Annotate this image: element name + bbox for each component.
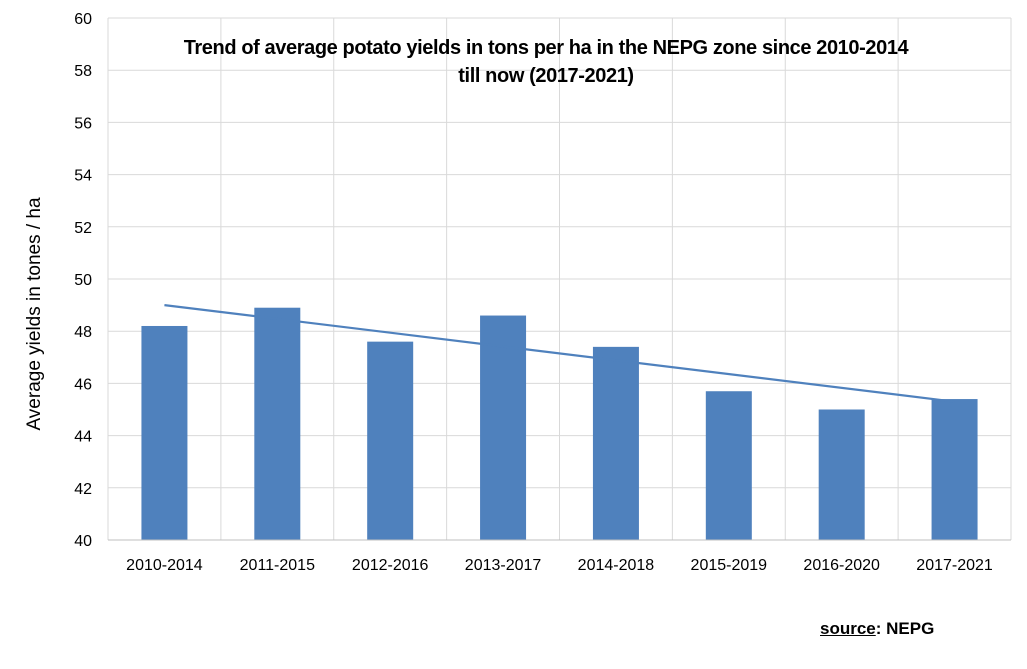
source-label: source [820,619,876,638]
x-tick-labels: 2010-2014 2011-2015 2012-2016 2013-2017 2014… [126,557,993,574]
bar [480,315,527,540]
y-tick-label: 44 [74,429,92,446]
bar [367,341,414,540]
x-tick-label: 2015-2019 [691,557,768,574]
x-tick-label: 2013-2017 [465,557,542,574]
bar [254,307,301,540]
bar [592,346,639,540]
y-tick-labels: 40 42 44 46 48 50 52 54 56 58 60 [74,11,92,550]
x-tick-label: 2014-2018 [578,557,655,574]
y-tick-label: 54 [74,168,92,185]
y-axis-label: Average yields in tones / ha [24,197,45,431]
x-tick-label: 2017-2021 [916,557,993,574]
y-tick-label: 60 [74,11,92,28]
trendline [164,304,955,403]
bars [141,307,978,540]
y-tick-label: 50 [74,272,92,289]
y-tick-label: 58 [74,63,92,80]
source-separator: : [875,619,887,638]
gridlines [107,17,1012,540]
bar [141,325,188,540]
bar [705,391,752,540]
x-tick-label: 2012-2016 [352,557,429,574]
x-tick-label: 2010-2014 [126,557,203,574]
source-value: NEPG [886,619,935,638]
chart-subtitle: till now (2017-2021) [458,65,633,87]
bar [818,409,865,540]
y-tick-label: 56 [74,115,92,132]
x-tick-label: 2016-2020 [803,557,880,574]
source-note: source: NEPG [820,619,934,639]
y-tick-label: 46 [74,376,92,393]
y-tick-label: 40 [74,533,92,550]
y-tick-label: 48 [74,324,92,341]
chart-title: Trend of average potato yields in tons p… [184,37,910,59]
x-tick-label: 2011-2015 [240,557,315,574]
y-tick-label: 52 [74,220,92,237]
y-tick-label: 42 [74,481,92,498]
bar [931,399,978,540]
